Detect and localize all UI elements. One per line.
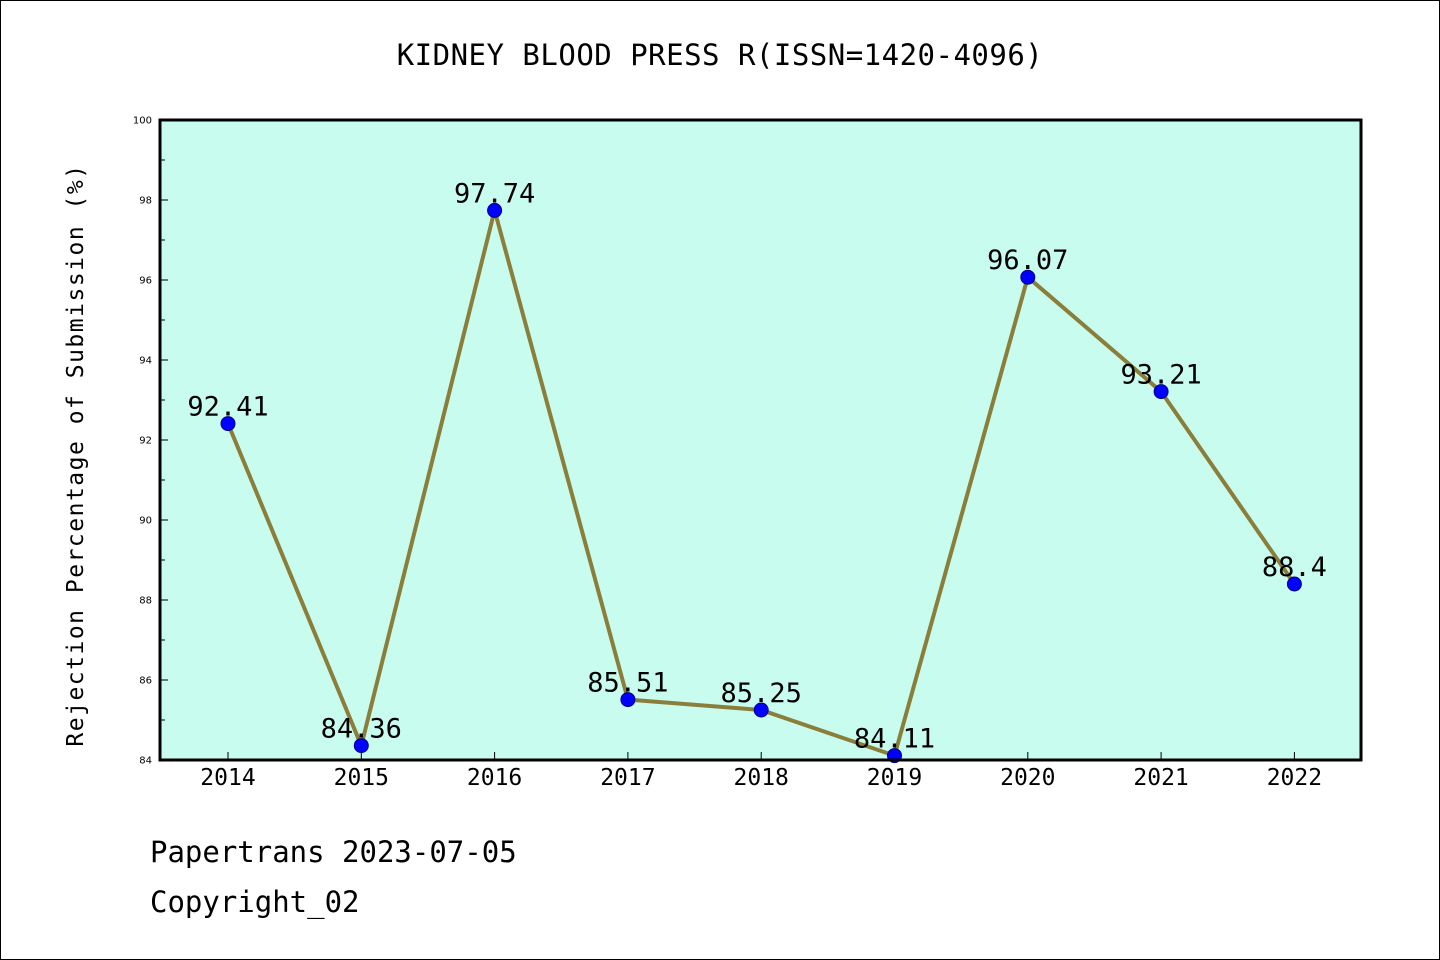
footer-copyright: Copyright_02 — [150, 885, 360, 919]
x-tick-label: 2019 — [867, 765, 922, 791]
chart-title: KIDNEY BLOOD PRESS R(ISSN=1420-4096) — [396, 38, 1044, 72]
y-tick-label: 94 — [139, 356, 152, 367]
x-tick-label: 2014 — [200, 765, 255, 791]
data-point-label: 93.21 — [1120, 360, 1201, 391]
data-point-label: 85.51 — [587, 668, 668, 699]
data-point-marker — [1020, 269, 1036, 285]
y-tick-label: 88 — [139, 596, 152, 607]
data-point-label: 84.36 — [321, 714, 402, 745]
data-point-marker — [487, 202, 503, 218]
y-tick-label: 84 — [139, 756, 152, 767]
x-tick-label: 2016 — [467, 765, 522, 791]
data-point-label: 96.07 — [987, 245, 1068, 276]
x-tick-label: 2021 — [1133, 765, 1188, 791]
data-point-marker — [753, 702, 769, 718]
data-point-marker — [353, 738, 369, 754]
y-tick-label: 90 — [139, 516, 152, 527]
data-markers — [220, 202, 1302, 764]
y-tick-label: 100 — [133, 116, 152, 127]
x-tick-label: 2020 — [1000, 765, 1055, 791]
y-tick-label: 96 — [139, 276, 152, 287]
x-tick-label: 2017 — [600, 765, 655, 791]
data-point-label: 97.74 — [454, 178, 535, 209]
data-point-label: 92.41 — [187, 392, 268, 423]
data-point-label: 85.25 — [721, 678, 802, 709]
x-tick-label: 2015 — [334, 765, 389, 791]
y-tick-label: 98 — [139, 196, 152, 207]
y-axis-ticks: 84 86 88 90 92 94 96 98 100 — [133, 116, 168, 767]
data-point-label: 84.11 — [854, 724, 935, 755]
plot-area — [160, 120, 1361, 760]
data-labels: 92.41 84.36 97.74 85.51 85.25 84.11 96.07 93.21… — [187, 178, 1327, 754]
footer-source-date: Papertrans 2023-07-05 — [150, 835, 517, 869]
data-point-marker — [620, 692, 636, 708]
y-tick-label: 86 — [139, 676, 152, 687]
x-tick-label: 2018 — [734, 765, 789, 791]
x-tick-label: 2022 — [1267, 765, 1322, 791]
data-point-label: 88.4 — [1262, 552, 1327, 583]
data-point-marker — [220, 416, 236, 432]
y-tick-label: 92 — [139, 436, 152, 447]
x-axis-ticks: 2014 2015 2016 2017 2018 2019 2020 2021 2022 — [200, 752, 1322, 791]
data-point-marker — [1286, 576, 1302, 592]
data-point-marker — [1153, 384, 1169, 400]
plot-border — [158, 118, 1363, 762]
